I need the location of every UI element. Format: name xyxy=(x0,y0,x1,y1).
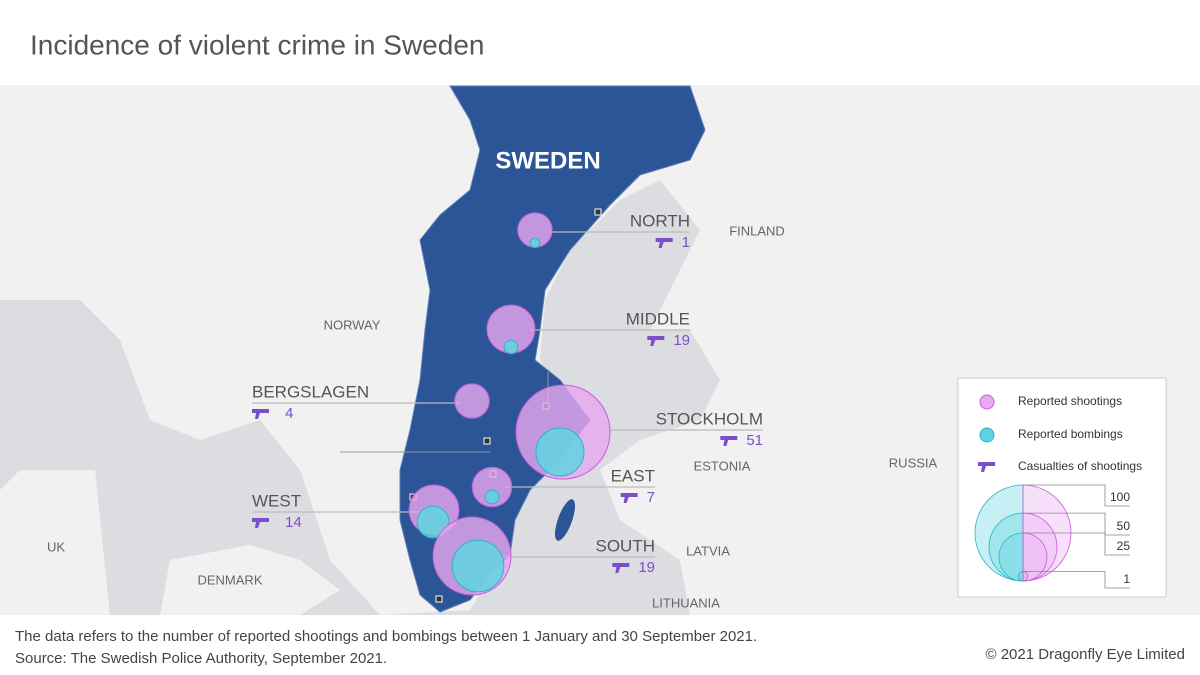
country-name: LATVIA xyxy=(686,543,730,558)
legend-label: Reported shootings xyxy=(1018,394,1122,408)
scale-label: 50 xyxy=(1117,519,1131,533)
bombing-bubble xyxy=(416,505,450,539)
bombing-bubble xyxy=(503,339,519,355)
casualties: 14 xyxy=(285,514,302,531)
city-marker xyxy=(483,437,491,445)
casualty-icon xyxy=(252,409,269,419)
bombing-bubble xyxy=(451,539,505,593)
scale-label: 25 xyxy=(1117,539,1131,553)
title: Incidence of violent crime in Sweden xyxy=(30,29,484,60)
bombing-bubble xyxy=(535,427,585,477)
gotland xyxy=(555,499,575,541)
country-name: NORWAY xyxy=(324,317,381,332)
region-name: BERGSLAGEN xyxy=(252,382,369,401)
denmark-land xyxy=(160,545,340,615)
scale-tick xyxy=(1023,512,1130,536)
copyright: © 2021 Dragonfly Eye Limited xyxy=(986,646,1186,663)
country-label: SWEDEN xyxy=(495,147,600,174)
footer-source: Source: The Swedish Police Authority, Se… xyxy=(15,650,387,667)
shooting-bubble xyxy=(454,383,490,419)
legend-label: Reported bombings xyxy=(1018,427,1123,441)
city-marker xyxy=(594,208,602,216)
country-name: UK xyxy=(47,539,65,554)
country-name: ESTONIA xyxy=(694,458,751,473)
footer-note: The data refers to the number of reporte… xyxy=(15,628,757,645)
casualty-icon xyxy=(720,436,738,446)
bombing-bubble xyxy=(484,489,500,505)
legend-swatch xyxy=(979,394,995,410)
casualty-icon xyxy=(252,518,269,528)
casualties: 19 xyxy=(638,559,655,576)
region-name: WEST xyxy=(252,491,301,510)
casualties: 7 xyxy=(647,489,655,506)
scale-half-bombing xyxy=(988,512,1024,582)
region-name: SOUTH xyxy=(596,536,656,555)
scale-half-shooting xyxy=(1022,512,1058,582)
basemap xyxy=(0,85,1200,615)
casualty-icon xyxy=(647,336,665,346)
scale-half-shooting xyxy=(1022,532,1048,582)
land xyxy=(0,85,1200,615)
country-name: DENMARK xyxy=(197,572,262,587)
casualties: 51 xyxy=(746,432,763,449)
bombing-bubble xyxy=(529,237,541,249)
uk-land xyxy=(0,470,110,615)
scale-half-bombing xyxy=(998,532,1024,582)
city-marker xyxy=(435,595,443,603)
scale-tick xyxy=(1023,532,1130,556)
region-name: MIDDLE xyxy=(626,309,690,328)
scale-tick xyxy=(1023,571,1130,589)
casualty-icon xyxy=(655,238,673,248)
casualty-icon xyxy=(620,493,638,503)
casualty-icon xyxy=(612,563,630,573)
scale-label: 1 xyxy=(1123,572,1130,586)
casualties: 19 xyxy=(673,332,690,349)
region-name: STOCKHOLM xyxy=(656,409,763,428)
region-name: NORTH xyxy=(630,211,690,230)
country-name: RUSSIA xyxy=(889,455,938,470)
scale-tick xyxy=(1023,484,1130,507)
legend-swatch xyxy=(979,427,995,443)
legend-swatch xyxy=(978,462,995,472)
shooting-bubble xyxy=(471,466,513,508)
country-name: FINLAND xyxy=(729,223,785,238)
casualties: 1 xyxy=(682,234,690,251)
scale-label: 100 xyxy=(1110,490,1130,504)
casualties: 4 xyxy=(285,405,293,422)
legend-label: Casualties of shootings xyxy=(1018,459,1142,473)
region-name: EAST xyxy=(611,466,655,485)
country-name: LITHUANIA xyxy=(652,595,720,610)
scale-half-bombing xyxy=(974,484,1024,582)
